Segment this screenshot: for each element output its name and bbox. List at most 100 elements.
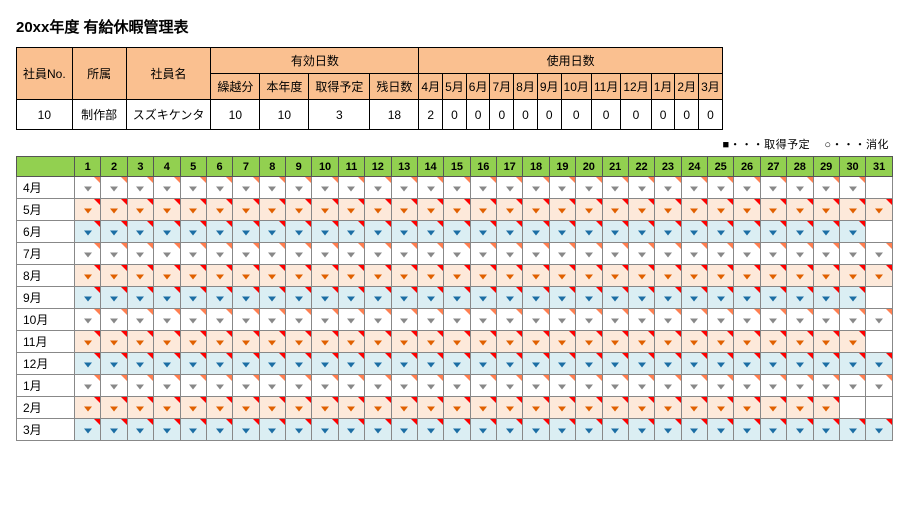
cal-day-cell[interactable] (470, 287, 496, 309)
cal-day-cell[interactable] (444, 265, 470, 287)
cal-day-cell[interactable] (549, 243, 575, 265)
cal-day-cell[interactable] (839, 221, 865, 243)
cal-day-cell[interactable] (417, 397, 443, 419)
cal-day-cell[interactable] (708, 243, 734, 265)
cal-day-cell[interactable] (760, 221, 786, 243)
cal-day-cell[interactable] (497, 243, 523, 265)
cal-day-cell[interactable] (813, 419, 839, 441)
cal-day-cell[interactable] (655, 309, 681, 331)
cal-day-cell[interactable] (708, 353, 734, 375)
cal-day-cell[interactable] (470, 265, 496, 287)
cal-day-cell[interactable] (233, 331, 259, 353)
cal-day-cell[interactable] (628, 309, 654, 331)
cal-day-cell[interactable] (365, 243, 391, 265)
cal-day-cell[interactable] (391, 177, 417, 199)
cal-day-cell[interactable] (655, 287, 681, 309)
cal-day-cell[interactable] (286, 265, 312, 287)
cal-day-cell[interactable] (813, 397, 839, 419)
cal-day-cell[interactable] (286, 331, 312, 353)
cal-day-cell[interactable] (734, 397, 760, 419)
cal-day-cell[interactable] (180, 265, 206, 287)
cal-day-cell[interactable] (233, 265, 259, 287)
cal-day-cell[interactable] (444, 397, 470, 419)
cal-day-cell[interactable] (681, 331, 707, 353)
cal-day-cell[interactable] (391, 375, 417, 397)
cal-day-cell[interactable] (286, 221, 312, 243)
cal-day-cell[interactable] (708, 265, 734, 287)
cal-day-cell[interactable] (734, 331, 760, 353)
cal-day-cell[interactable] (760, 419, 786, 441)
cal-day-cell[interactable] (734, 177, 760, 199)
cal-day-cell[interactable] (839, 199, 865, 221)
cal-day-cell[interactable] (549, 265, 575, 287)
cal-day-cell[interactable] (628, 199, 654, 221)
cal-day-cell[interactable] (127, 177, 153, 199)
cal-day-cell[interactable] (655, 177, 681, 199)
cal-day-cell[interactable] (787, 309, 813, 331)
cal-day-cell[interactable] (154, 265, 180, 287)
cal-day-cell[interactable] (259, 177, 285, 199)
cal-day-cell[interactable] (206, 353, 232, 375)
cal-day-cell[interactable] (101, 265, 127, 287)
cal-day-cell[interactable] (444, 309, 470, 331)
cal-day-cell[interactable] (101, 243, 127, 265)
cal-day-cell[interactable] (602, 177, 628, 199)
cal-day-cell[interactable] (681, 287, 707, 309)
cal-day-cell[interactable] (708, 287, 734, 309)
cal-day-cell[interactable] (708, 221, 734, 243)
cal-day-cell[interactable] (180, 331, 206, 353)
cal-day-cell[interactable] (417, 353, 443, 375)
cal-day-cell[interactable] (655, 243, 681, 265)
cal-day-cell[interactable] (708, 375, 734, 397)
cal-day-cell[interactable] (734, 419, 760, 441)
cal-day-cell[interactable] (708, 331, 734, 353)
cal-day-cell[interactable] (75, 375, 101, 397)
cal-day-cell[interactable] (127, 397, 153, 419)
cal-day-cell[interactable] (839, 309, 865, 331)
cal-day-cell[interactable] (655, 221, 681, 243)
cal-day-cell[interactable] (127, 375, 153, 397)
cal-day-cell[interactable] (444, 419, 470, 441)
cal-day-cell[interactable] (444, 199, 470, 221)
cal-day-cell[interactable] (628, 265, 654, 287)
cal-day-cell[interactable] (206, 287, 232, 309)
cal-day-cell[interactable] (286, 397, 312, 419)
cal-day-cell[interactable] (101, 287, 127, 309)
cal-day-cell[interactable] (734, 375, 760, 397)
cal-day-cell[interactable] (576, 375, 602, 397)
cal-day-cell[interactable] (312, 419, 338, 441)
cal-day-cell[interactable] (233, 177, 259, 199)
cal-day-cell[interactable] (523, 287, 549, 309)
cal-day-cell[interactable] (233, 199, 259, 221)
cal-day-cell[interactable] (286, 419, 312, 441)
cal-day-cell[interactable] (470, 353, 496, 375)
cal-day-cell[interactable] (839, 375, 865, 397)
cal-day-cell[interactable] (523, 177, 549, 199)
cal-day-cell[interactable] (681, 199, 707, 221)
cal-day-cell[interactable] (628, 419, 654, 441)
cal-day-cell[interactable] (787, 243, 813, 265)
cal-day-cell[interactable] (549, 331, 575, 353)
cal-day-cell[interactable] (259, 199, 285, 221)
cal-day-cell[interactable] (286, 309, 312, 331)
cal-day-cell[interactable] (839, 353, 865, 375)
cal-day-cell[interactable] (259, 353, 285, 375)
cal-day-cell[interactable] (154, 419, 180, 441)
cal-day-cell[interactable] (444, 243, 470, 265)
cal-day-cell[interactable] (286, 199, 312, 221)
cal-day-cell[interactable] (576, 309, 602, 331)
cal-day-cell[interactable] (497, 375, 523, 397)
cal-day-cell[interactable] (760, 397, 786, 419)
cal-day-cell[interactable] (312, 397, 338, 419)
cal-day-cell[interactable] (497, 309, 523, 331)
cal-day-cell[interactable] (576, 331, 602, 353)
cal-day-cell[interactable] (180, 353, 206, 375)
cal-day-cell[interactable] (681, 353, 707, 375)
cal-day-cell[interactable] (127, 419, 153, 441)
cal-day-cell[interactable] (417, 419, 443, 441)
cal-day-cell[interactable] (523, 419, 549, 441)
cal-day-cell[interactable] (365, 199, 391, 221)
cal-day-cell[interactable] (180, 177, 206, 199)
cal-day-cell[interactable] (760, 353, 786, 375)
cal-day-cell[interactable] (75, 331, 101, 353)
